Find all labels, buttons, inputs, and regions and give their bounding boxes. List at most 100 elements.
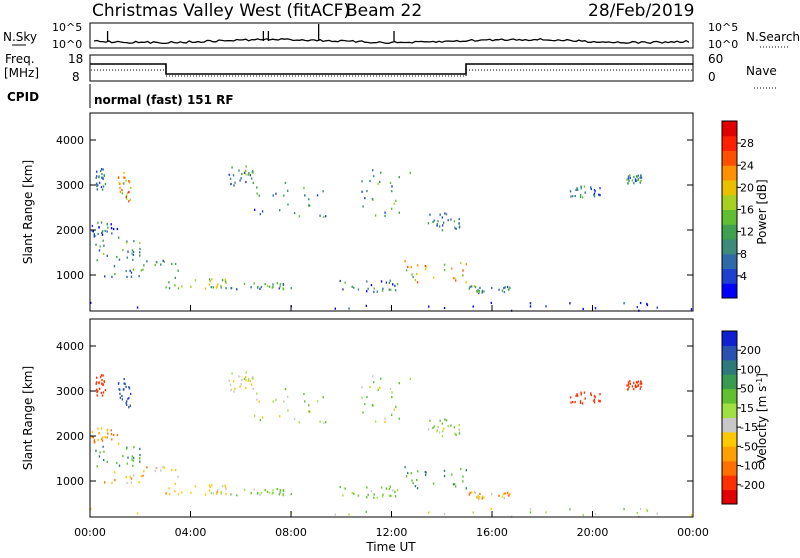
power-cell (139, 254, 141, 257)
power-cell (639, 181, 641, 184)
velocity-cell (114, 478, 116, 482)
power-cell (478, 291, 480, 295)
y-tick-label: 1000 (56, 269, 84, 282)
power-cell (284, 181, 287, 185)
velocity-cell (132, 459, 135, 462)
velocity-cell (247, 379, 249, 382)
power-cell (181, 285, 183, 288)
nave-trace (91, 69, 692, 77)
power-cell (371, 169, 374, 172)
velocity-cell (106, 460, 108, 463)
velocity-cell (393, 408, 396, 411)
power-cell (209, 280, 211, 283)
power-cell (96, 170, 98, 173)
colorbar-tick-label: 28 (740, 137, 754, 150)
power-cell (576, 188, 579, 191)
x-tick-label: 12:00 (376, 526, 408, 539)
power-cell (477, 288, 479, 291)
velocity-cell (95, 388, 98, 391)
velocity-cell (121, 394, 123, 398)
power-cell (96, 184, 98, 188)
power-cell (130, 275, 133, 278)
power-cell (126, 256, 128, 259)
power-cell (629, 174, 631, 177)
velocity-cell (154, 469, 156, 473)
power-cell (374, 214, 377, 217)
power-cell (361, 190, 363, 193)
power-cell (139, 247, 141, 251)
power-cell (373, 290, 375, 293)
power-cell (640, 179, 642, 182)
y-tick-label: 3000 (56, 385, 84, 398)
power-cell (103, 174, 106, 178)
velocity-cell (389, 485, 391, 488)
velocity-cell (124, 382, 126, 386)
power-cell (628, 179, 630, 183)
velocity-cell (101, 439, 104, 442)
velocity-cell (388, 487, 391, 491)
velocity-cell (283, 400, 285, 403)
velocity-cell (101, 437, 103, 440)
power-cell (598, 193, 600, 196)
velocity-cell (99, 375, 102, 379)
velocity-cell (424, 470, 427, 474)
velocity-cell (364, 403, 366, 406)
power-cell (112, 227, 115, 231)
power-cell (334, 307, 336, 310)
velocity-cell (129, 475, 131, 478)
power-cell (110, 223, 112, 226)
velocity-cell (593, 399, 595, 402)
velocity-cell (284, 387, 287, 391)
power-cell (271, 286, 274, 289)
power-cell (146, 260, 148, 263)
power-cell (293, 211, 296, 215)
x-tick-label: 20:00 (577, 526, 609, 539)
velocity-cell (410, 472, 412, 475)
power-cell (590, 187, 592, 191)
colorbar-segment (722, 403, 737, 418)
power-cell (436, 224, 438, 227)
power-cell (389, 181, 392, 185)
power-cell (98, 175, 100, 178)
velocity-cell (131, 455, 134, 458)
power-cell (432, 220, 434, 224)
velocity-cell (128, 406, 130, 409)
power-cell (483, 290, 485, 293)
velocity-cell (325, 421, 327, 424)
velocity-cell (181, 491, 183, 494)
power-cell (395, 199, 397, 202)
power-cell (414, 279, 417, 282)
velocity-cell (130, 477, 133, 480)
velocity-cell (250, 383, 253, 386)
power-cell (249, 174, 251, 177)
nave-label: Nave (746, 64, 777, 78)
velocity-cell (529, 511, 532, 514)
velocity-cell (260, 491, 263, 495)
colorbar-tick-label: -200 (740, 479, 765, 492)
power-cell (252, 181, 254, 185)
power-cell (382, 287, 384, 290)
velocity-cell (575, 394, 577, 398)
power-cell (410, 266, 412, 269)
colorbar-segment (722, 359, 737, 375)
velocity-cell (123, 377, 125, 381)
power-cell (308, 204, 310, 207)
velocity-cell (458, 432, 461, 435)
velocity-cell (163, 466, 166, 469)
power-cell (570, 195, 572, 198)
velocity-cell (100, 391, 103, 395)
power-cell (339, 279, 341, 283)
velocity-cell (210, 492, 212, 495)
power-cell (259, 213, 262, 216)
power-cell (101, 172, 103, 176)
velocity-cell (252, 377, 254, 380)
velocity-cell (225, 487, 227, 491)
power-cell (460, 261, 462, 265)
power-cell (409, 171, 411, 174)
velocity-cell (146, 466, 148, 469)
power-cell (130, 271, 133, 274)
power-cell (131, 252, 133, 255)
colorbar-tick-label: 50 (740, 383, 754, 396)
power-cell (469, 285, 471, 288)
velocity-y-axis: 1000 2000 3000 4000 (56, 340, 693, 488)
